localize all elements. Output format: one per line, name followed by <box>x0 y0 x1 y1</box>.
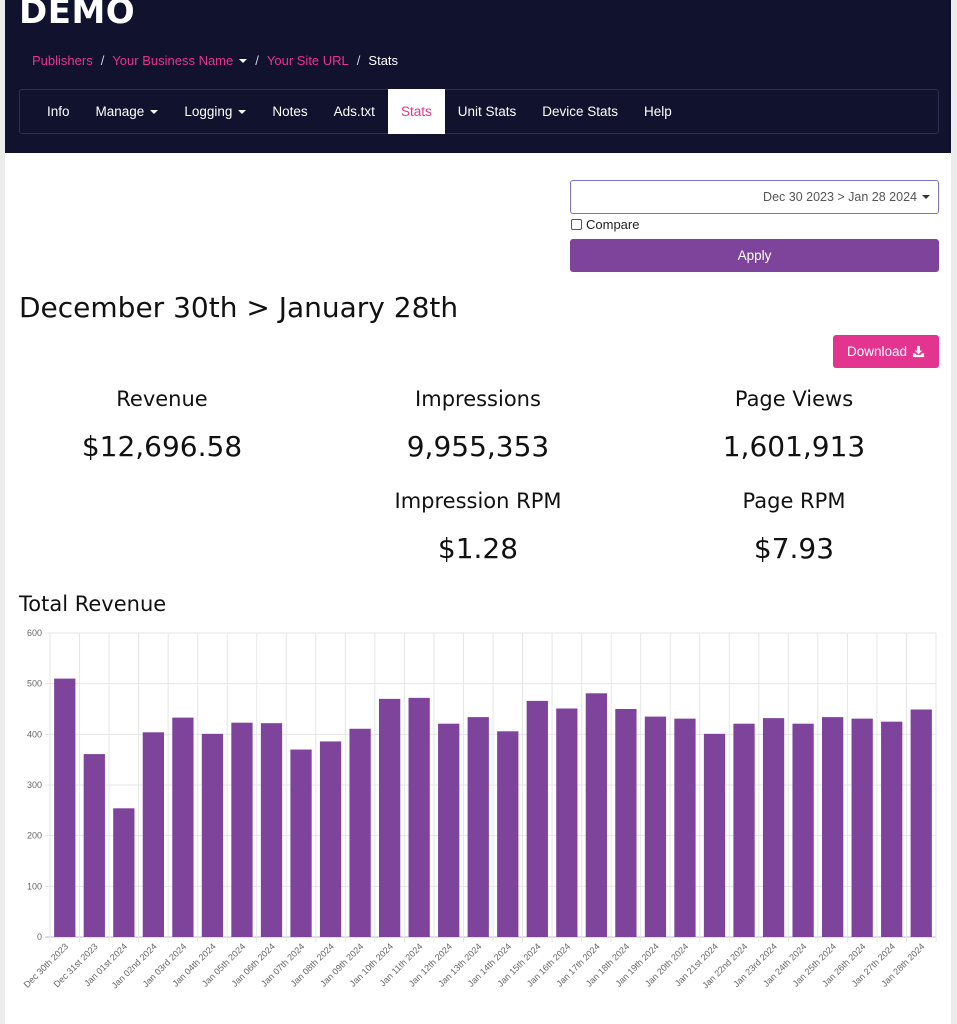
nav-stats[interactable]: Stats <box>387 89 445 134</box>
y-tick-label: 600 <box>27 628 42 638</box>
breadcrumb-site[interactable]: Your Site URL <box>266 53 349 68</box>
stat-page-views: Page Views 1,601,913 <box>634 387 954 463</box>
chart-bar <box>851 718 873 937</box>
stat-revenue-label: Revenue <box>116 387 208 411</box>
chart-bar <box>556 708 578 937</box>
chart-bar <box>703 733 726 937</box>
chart-bar <box>349 728 371 937</box>
chart-bar <box>644 716 667 937</box>
stat-revenue-value: $12,696.58 <box>81 430 243 463</box>
stat-impression-rpm-label: Impression RPM <box>394 489 562 513</box>
y-tick-label: 500 <box>27 679 42 689</box>
y-tick-label: 100 <box>27 881 42 891</box>
chart-bar <box>467 717 489 937</box>
chart-bar <box>762 718 785 937</box>
breadcrumb-separator: / <box>255 53 259 68</box>
site-navbar: Info Manage Logging Notes Ads.txt Stats … <box>19 89 939 134</box>
apply-button[interactable]: Apply <box>570 239 939 272</box>
nav-logging-label: Logging <box>184 104 233 119</box>
stat-impressions: Impressions 9,955,353 <box>318 387 638 463</box>
nav-ads-txt[interactable]: Ads.txt <box>321 90 388 133</box>
nav-manage-dropdown[interactable]: Manage <box>83 90 172 133</box>
y-tick-label: 300 <box>27 780 42 790</box>
compare-checkbox[interactable] <box>571 219 582 230</box>
nav-ads-txt-label: Ads.txt <box>333 104 375 119</box>
nav-unit-stats[interactable]: Unit Stats <box>445 90 530 133</box>
chart-bar <box>881 721 903 937</box>
stat-page-rpm-label: Page RPM <box>742 489 846 513</box>
caret-down-icon <box>239 58 248 63</box>
chart-bar <box>83 754 105 937</box>
chart-bar <box>201 733 224 937</box>
breadcrumb: Publishers / Your Business Name / Your S… <box>32 53 398 68</box>
chart-bar <box>733 723 755 937</box>
chart-bar <box>585 693 607 937</box>
stats-content: Dec 30 2023 > Jan 28 2024 Compare Apply … <box>5 153 951 1024</box>
nav-device-stats-label: Device Stats <box>542 104 619 119</box>
chart-bar <box>526 700 548 937</box>
breadcrumb-business-dropdown[interactable]: Your Business Name <box>112 53 248 68</box>
nav-device-stats[interactable]: Device Stats <box>529 90 631 133</box>
stat-impression-rpm-value: $1.28 <box>437 532 519 565</box>
breadcrumb-business-label: Your Business Name <box>112 53 234 68</box>
compare-toggle[interactable]: Compare <box>571 217 639 232</box>
chart-bar <box>172 717 194 937</box>
nav-info-label: Info <box>47 104 70 119</box>
chart-bar <box>674 718 696 937</box>
nav-info[interactable]: Info <box>34 90 83 133</box>
caret-down-icon <box>922 195 930 199</box>
chart-bar <box>379 698 401 937</box>
stat-page-views-label: Page Views <box>734 387 854 411</box>
nav-help[interactable]: Help <box>631 90 685 133</box>
chart-title: Total Revenue <box>19 592 167 616</box>
stat-page-rpm: Page RPM $7.93 <box>634 489 954 565</box>
chart-bar <box>290 749 312 937</box>
caret-down-icon <box>238 109 247 114</box>
breadcrumb-separator: / <box>100 53 105 68</box>
download-icon <box>912 345 925 358</box>
compare-label: Compare <box>586 217 640 232</box>
nav-unit-stats-label: Unit Stats <box>457 104 517 119</box>
chart-bar <box>231 722 253 937</box>
date-range-picker[interactable]: Dec 30 2023 > Jan 28 2024 <box>570 180 939 214</box>
stat-impressions-value: 9,955,353 <box>406 430 550 463</box>
download-label: Download <box>846 344 908 359</box>
chart-bar <box>260 723 283 937</box>
chart-bar <box>615 709 637 937</box>
chart-bar <box>438 723 460 937</box>
nav-help-label: Help <box>644 104 672 119</box>
chart-bar <box>792 723 814 937</box>
y-tick-label: 400 <box>27 729 42 739</box>
y-tick-label: 200 <box>27 831 42 841</box>
stat-page-rpm-value: $7.93 <box>753 532 835 565</box>
chart-bar <box>142 732 164 937</box>
top-header: DEMO Publishers / Your Business Name / Y… <box>5 0 951 153</box>
chart-bar <box>822 717 844 937</box>
stat-impression-rpm: Impression RPM $1.28 <box>318 489 638 565</box>
brand-logo[interactable]: DEMO <box>19 0 136 32</box>
nav-notes[interactable]: Notes <box>259 90 320 133</box>
breadcrumb-publishers[interactable]: Publishers <box>32 53 93 68</box>
chart-bar <box>408 697 430 937</box>
chart-bar <box>910 709 932 937</box>
page-title: December 30th > January 28th <box>19 291 459 324</box>
chart-bar <box>113 808 135 937</box>
chart-bar <box>54 678 76 937</box>
nav-logging-dropdown[interactable]: Logging <box>171 90 259 133</box>
nav-stats-label: Stats <box>400 104 432 119</box>
date-range-value: Dec 30 2023 > Jan 28 2024 <box>763 190 917 204</box>
chart-bar <box>319 741 342 937</box>
download-button[interactable]: Download <box>833 335 939 368</box>
y-tick-label: 0 <box>37 932 42 942</box>
stat-impressions-label: Impressions <box>415 387 541 411</box>
stat-revenue: Revenue $12,696.58 <box>2 387 322 463</box>
caret-down-icon <box>150 109 159 114</box>
chart-bar <box>497 731 519 937</box>
nav-manage-label: Manage <box>95 104 145 119</box>
stat-page-views-value: 1,601,913 <box>722 430 866 463</box>
breadcrumb-separator: / <box>356 53 361 68</box>
nav-notes-label: Notes <box>272 104 308 119</box>
breadcrumb-current: Stats <box>368 53 399 68</box>
